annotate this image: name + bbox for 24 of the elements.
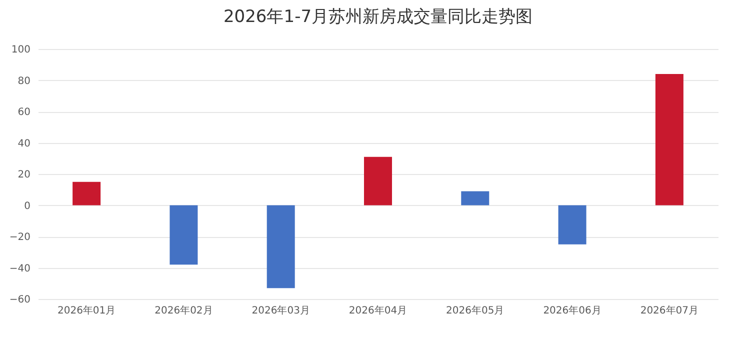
y-tick-label: −20 — [9, 232, 30, 243]
bar — [558, 205, 586, 244]
x-tick-label: 2026年06月 — [543, 304, 602, 316]
bar — [170, 205, 198, 265]
bar — [266, 205, 295, 288]
x-tick-label: 2026年03月 — [252, 304, 310, 316]
y-tick-label: 60 — [18, 107, 30, 118]
y-tick-label: −40 — [9, 263, 30, 274]
y-tick-label: 80 — [18, 76, 30, 87]
y-tick-label: 0 — [24, 200, 30, 212]
y-tick-label: 40 — [18, 138, 30, 150]
x-tick-label: 2026年01月 — [57, 304, 116, 316]
y-tick-label: −60 — [9, 294, 30, 306]
x-tick-label: 2026年04月 — [348, 304, 408, 316]
x-tick-label: 2026年07月 — [640, 304, 699, 316]
x-tick-label: 2026年02月 — [154, 304, 213, 316]
x-tick-label: 2026年05月 — [446, 304, 504, 316]
bar — [655, 74, 684, 206]
y-tick-label: 20 — [18, 170, 30, 180]
chart-title: 2026年1-7月苏州新房成交量同比走势图 — [223, 7, 533, 27]
bar — [72, 182, 101, 206]
y-tick-label: 100 — [11, 44, 30, 56]
bar — [364, 156, 392, 206]
bar — [461, 191, 490, 206]
